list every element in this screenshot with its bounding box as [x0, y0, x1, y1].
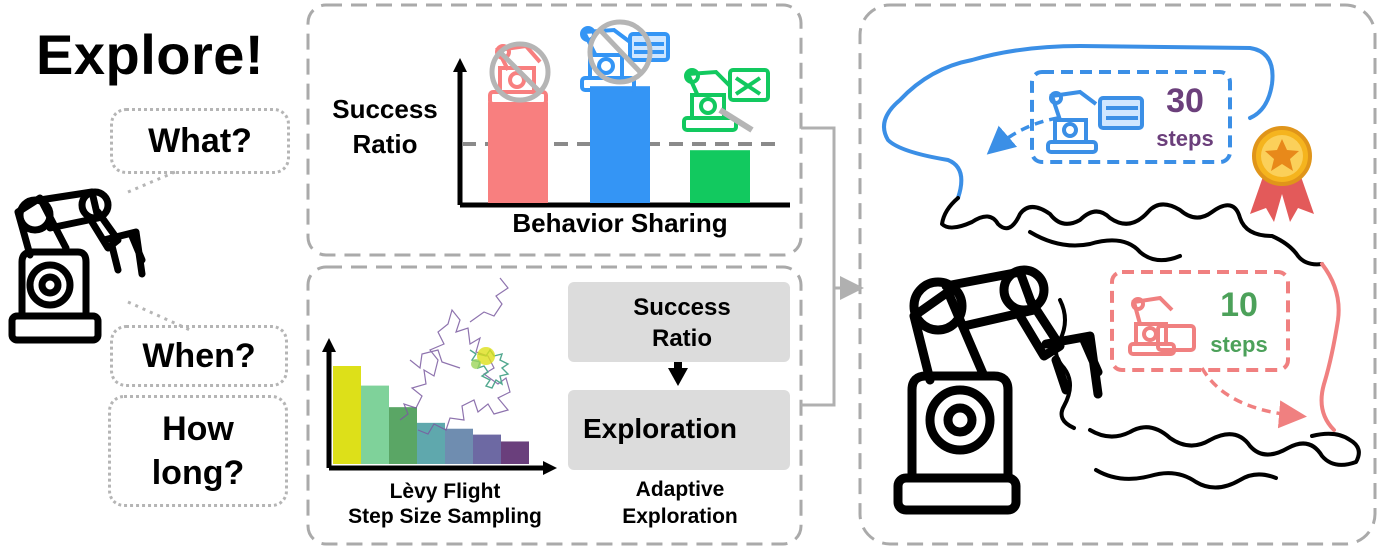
levy-bar [333, 366, 361, 464]
levy-axes [326, 350, 545, 471]
levy-bar [389, 407, 417, 464]
large-robot-arm-icon [893, 265, 1103, 515]
exploration-box [568, 390, 790, 470]
speech-connectors [127, 170, 191, 332]
when-label: When? [142, 336, 256, 375]
bs-axes [457, 68, 790, 208]
when-bubble: When? [110, 325, 288, 387]
blue-trajectory [882, 43, 1275, 200]
exploration-label: Exploration [582, 413, 737, 444]
how-long-bubble: How long? [108, 395, 288, 507]
what-bubble: What? [110, 108, 290, 174]
success-ratio-label: Success Ratio [633, 294, 731, 353]
levy-bar [445, 428, 473, 464]
bs-ylabel: Success Ratio [332, 94, 438, 160]
award-medal-icon [1250, 126, 1314, 222]
levy-label-1: Lèvy Flight [389, 480, 501, 503]
blue-steps-number: 30 [1166, 82, 1204, 120]
blue-steps-word: steps [1156, 126, 1214, 151]
red-steps-number: 10 [1220, 286, 1258, 324]
what-label: What? [148, 121, 252, 160]
blue-prohibit-icon [587, 19, 653, 85]
adaptive-caption-1: Adaptive [635, 478, 725, 501]
levy-label-2: Step Size Sampling [348, 505, 542, 528]
bs-y-arrow [453, 58, 467, 72]
down-arrow [668, 368, 688, 386]
robot-arm-icon [8, 188, 146, 344]
adaptive-caption-2: Exploration [622, 505, 738, 528]
panel-connector [801, 126, 864, 407]
bs-bar [690, 150, 750, 203]
blue-steps-box [1030, 70, 1232, 164]
how-long-label: How long? [151, 409, 245, 492]
red-prohibit-icon [489, 41, 551, 103]
levy-bar [361, 385, 389, 464]
bs-bars [488, 86, 750, 203]
page-title: Explore! [36, 23, 265, 86]
green-robot-icon [682, 68, 770, 132]
blue-return-arrow [986, 116, 1059, 155]
red-steps-box [1110, 270, 1290, 372]
exploration-trajectory [940, 196, 1361, 490]
success-ratio-box [568, 282, 790, 362]
green-check-mark [718, 107, 754, 133]
bs-bar [488, 102, 548, 203]
bs-bar [590, 86, 650, 203]
levy-bar [501, 441, 529, 464]
red-steps-word: steps [1210, 332, 1268, 357]
red-trajectory [1319, 262, 1341, 432]
blue-robot-small-icon [1046, 89, 1144, 154]
levy-bar [473, 434, 501, 464]
result-panel [858, 3, 1377, 546]
red-robot-small-icon [1128, 295, 1196, 356]
bs-xlabel: Behavior Sharing [512, 208, 728, 238]
red-return-arrow [1200, 367, 1307, 429]
behavior-sharing-panel [306, 3, 803, 257]
levy-walk-path [399, 277, 511, 435]
levy-bars [333, 366, 529, 464]
